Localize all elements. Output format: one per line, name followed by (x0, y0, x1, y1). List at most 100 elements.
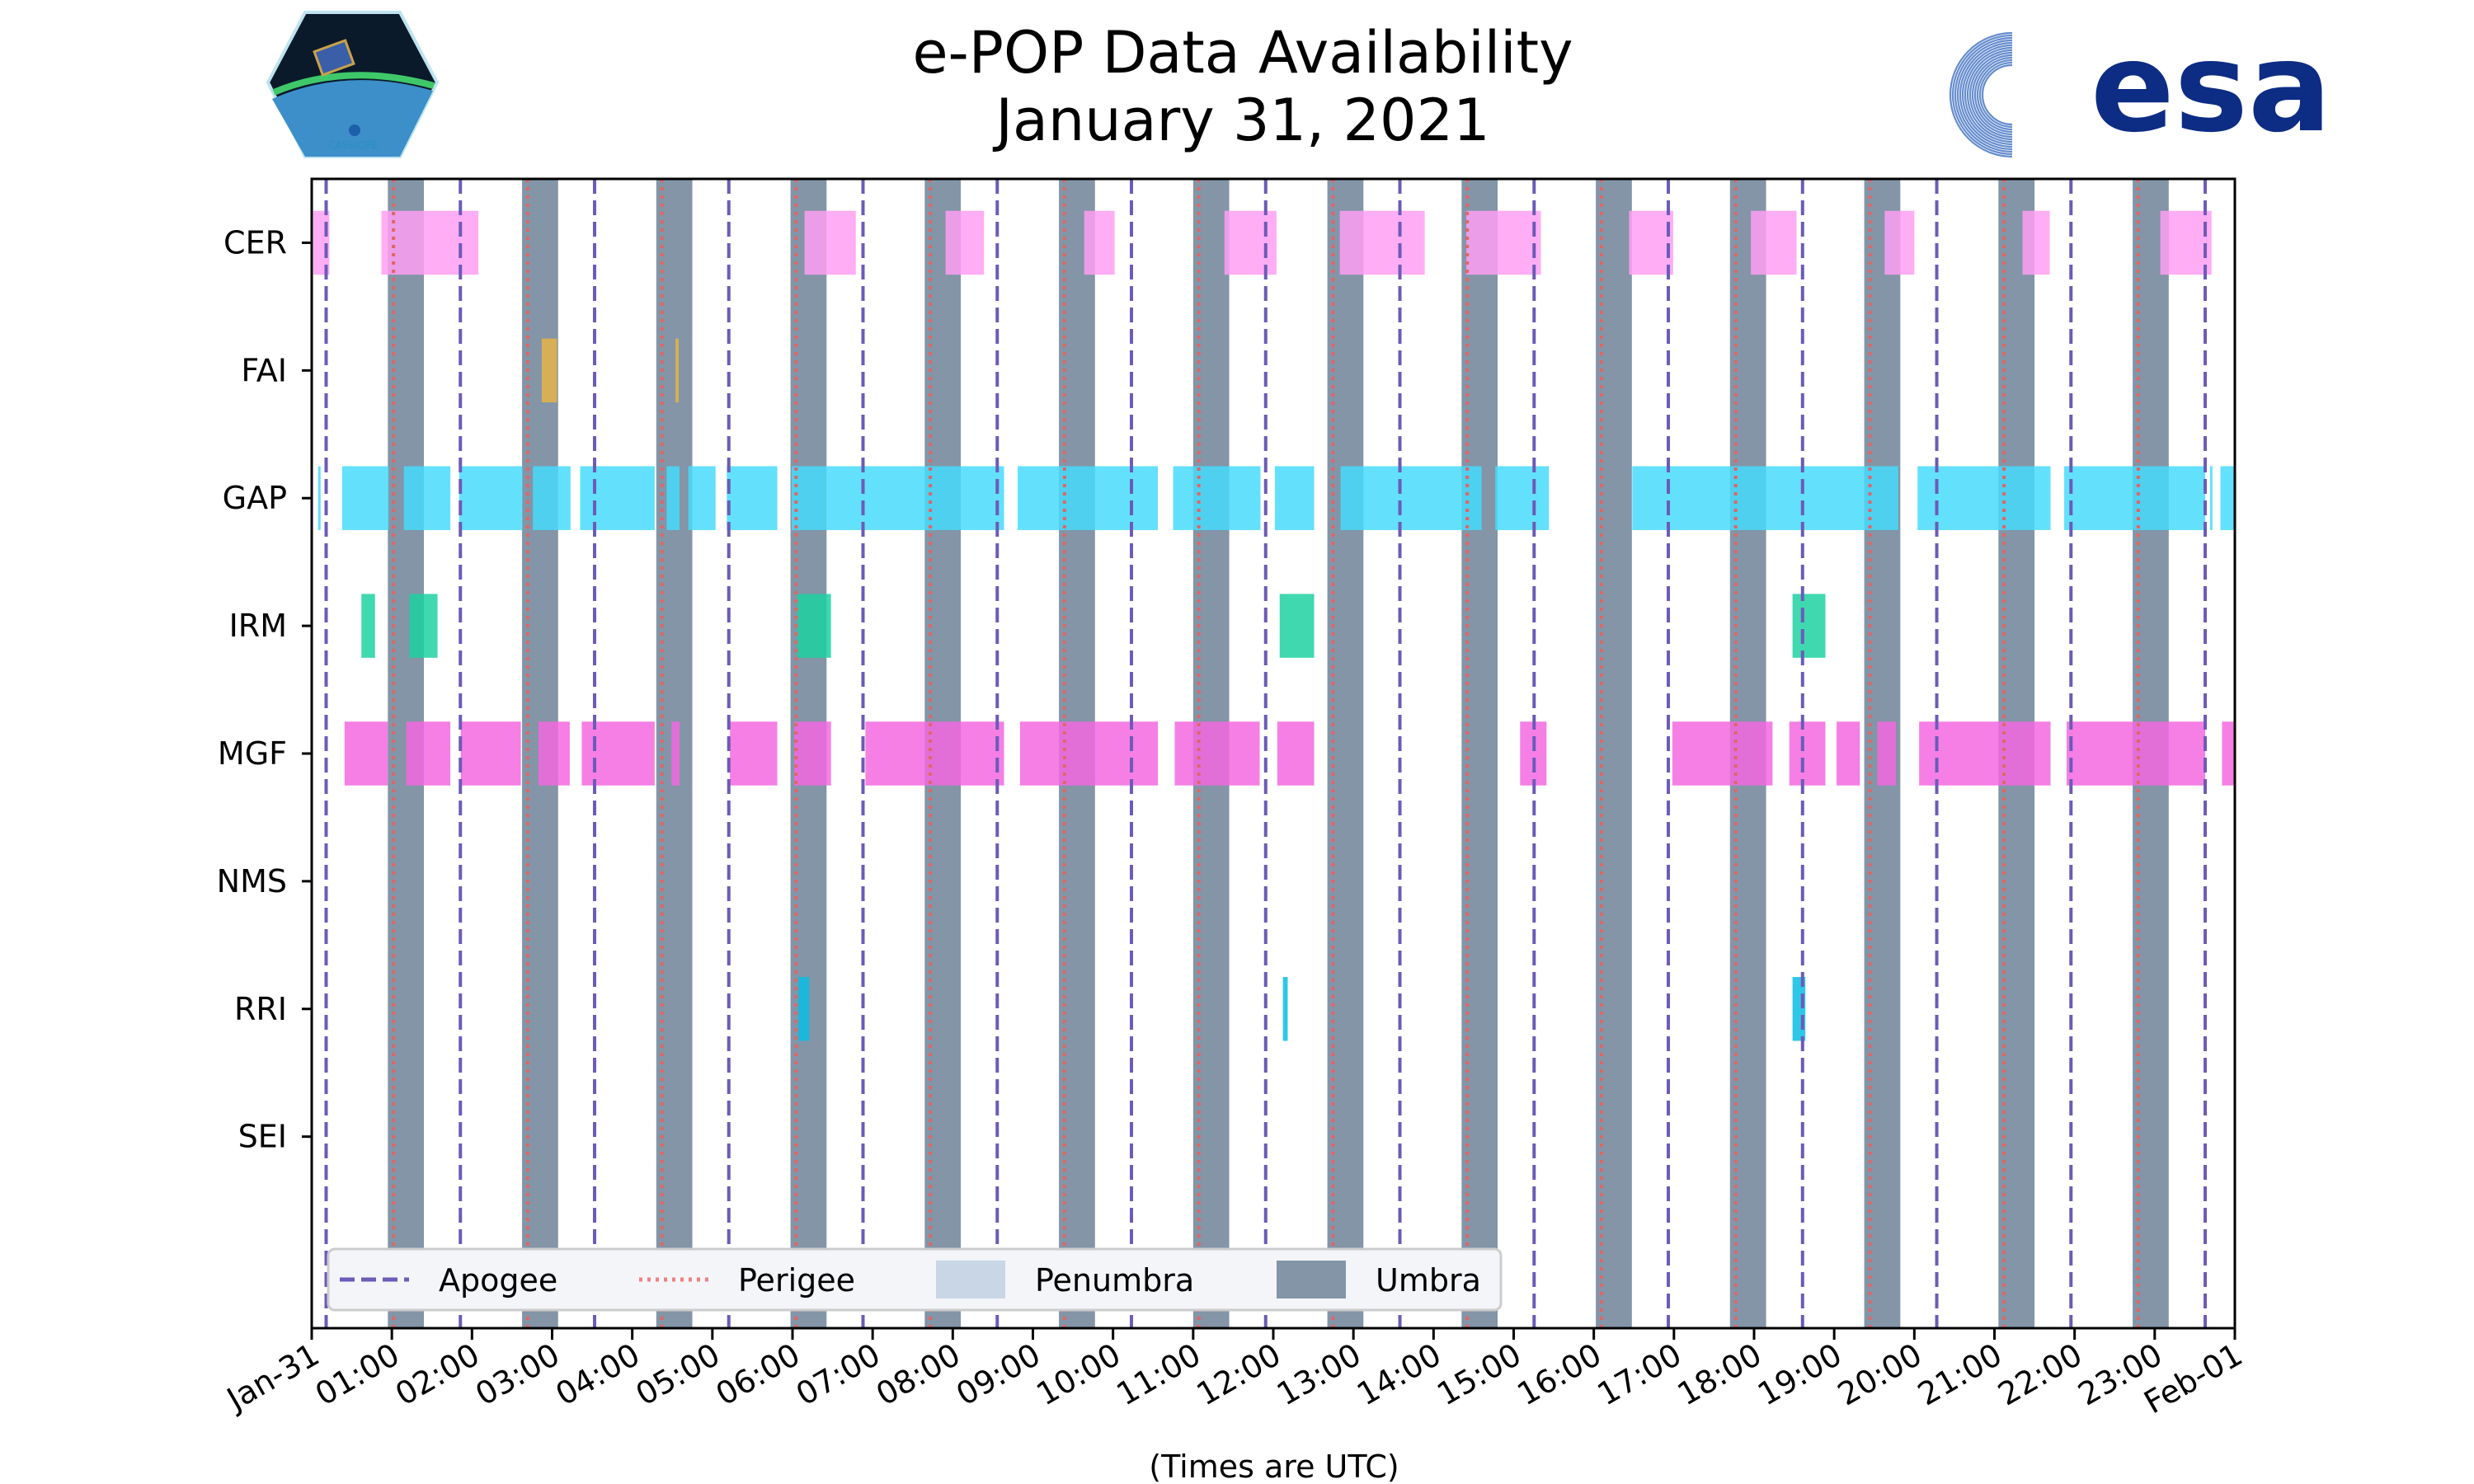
y-tick-label: SEI (238, 1119, 287, 1155)
bar-mgf (2222, 721, 2235, 786)
bar-cer (1751, 210, 1797, 275)
bar-irm (1792, 594, 1826, 658)
cassiope-logo: CASSIOPE (266, 11, 440, 158)
bar-cer (1224, 210, 1277, 275)
x-tick-label: 07:00 (790, 1336, 887, 1413)
x-axis-label: (Times are UTC) (1149, 1449, 1399, 1484)
bar-gap (341, 466, 389, 530)
bar-gap (580, 466, 655, 530)
y-tick-label: GAP (223, 480, 287, 516)
bar-cer (1466, 210, 1541, 275)
bar-mgf (581, 721, 655, 786)
cassiope-logo-text: CASSIOPE (328, 139, 378, 151)
esa-logo-arc (1951, 34, 2013, 156)
bar-mgf (1837, 721, 1860, 786)
x-tick-label: 21:00 (1912, 1336, 2008, 1413)
esa-logo-arc (1973, 56, 2013, 134)
bar-mgf (538, 721, 570, 786)
bar-gap (1018, 466, 1159, 530)
x-tick-label: Jan-31 (219, 1336, 325, 1418)
bar-gap (403, 466, 451, 530)
x-tick-label: 18:00 (1672, 1336, 1768, 1413)
y-tick-label: IRM (229, 608, 287, 644)
legend-box (327, 1247, 1503, 1312)
bar-cer (2160, 210, 2212, 275)
esa-logo-arc (1954, 36, 2013, 153)
x-tick-label: 11:00 (1110, 1336, 1206, 1413)
x-tick-label: 09:00 (950, 1336, 1047, 1413)
bar-gap (666, 466, 680, 530)
esa-logo-arc (1961, 44, 2013, 146)
bar-cer (2022, 210, 2050, 275)
y-tick-label: NMS (217, 863, 287, 899)
esa-logo-arc (1966, 49, 2013, 141)
bar-cer (1084, 210, 1115, 275)
esa-logo-arc (1971, 54, 2013, 136)
y-tick-label: RRI (234, 991, 287, 1027)
bar-irm (797, 594, 831, 658)
esa-logo-arc (1964, 46, 2013, 143)
bar-mgf (865, 721, 1004, 786)
bar-gap (1340, 466, 1482, 530)
x-tick-label: 12:00 (1191, 1336, 1287, 1413)
esa-logo-text: esa (2091, 16, 2331, 160)
bar-gap (2064, 466, 2206, 530)
chart-title: e-POP Data Availability (912, 19, 1573, 87)
bar-mgf (1789, 721, 1826, 786)
bar-rri (1282, 977, 1288, 1041)
bar-cer (804, 210, 856, 275)
bar-mgf (2066, 721, 2206, 786)
x-tick-label: 14:00 (1351, 1336, 1447, 1413)
bar-gap (727, 466, 778, 530)
x-tick-label: 15:00 (1431, 1336, 1527, 1413)
esa-logo-arc (1981, 63, 2013, 126)
bar-mgf (1277, 721, 1315, 786)
bar-rri (797, 977, 810, 1041)
bar-fai (541, 338, 557, 403)
bar-cer (1339, 210, 1425, 275)
umbra-band (1461, 179, 1498, 1328)
legend-label-penumbra: Penumbra (1035, 1262, 1194, 1298)
bar-mgf (1019, 721, 1159, 786)
bar-mgf (1520, 721, 1547, 786)
esa-logo-arc (1956, 39, 2013, 151)
bar-mgf (1877, 721, 1896, 786)
bar-irm (361, 594, 375, 658)
bar-gap (792, 466, 1004, 530)
bar-gap (1274, 466, 1315, 530)
bar-irm (409, 594, 438, 658)
x-tick-label: 17:00 (1591, 1336, 1687, 1413)
bar-mgf (1919, 721, 2051, 786)
bar-mgf (1174, 721, 1260, 786)
x-tick-label: 03:00 (469, 1336, 566, 1413)
bar-fai (675, 338, 680, 403)
bar-gap (2209, 466, 2213, 530)
x-tick-label: 06:00 (710, 1336, 807, 1413)
bar-cer (1629, 210, 1673, 275)
bar-cer (1884, 210, 1915, 275)
x-tick-label: 22:00 (1992, 1336, 2088, 1413)
x-tick-label: 02:00 (389, 1336, 486, 1413)
x-tick-label: 10:00 (1030, 1336, 1126, 1413)
bar-gap (459, 466, 523, 530)
legend-label-perigee: Perigee (738, 1262, 855, 1298)
esa-logo-arc (1949, 31, 2013, 158)
bar-gap (2220, 466, 2235, 530)
esa-logo-arc (1968, 51, 2013, 139)
x-tick-label: 20:00 (1832, 1336, 1928, 1413)
bar-irm (1279, 594, 1315, 658)
legend-label-umbra: Umbra (1376, 1262, 1481, 1298)
chart-subtitle: January 31, 2021 (992, 87, 1489, 154)
umbra-band (1327, 179, 1364, 1328)
bar-gap (1917, 466, 2051, 530)
y-tick-label: FAI (241, 352, 287, 388)
bar-gap (317, 466, 321, 530)
bar-mgf (1672, 721, 1773, 786)
bar-gap (533, 466, 571, 530)
legend: Apogee Perigee Penumbra Umbra (327, 1247, 1503, 1312)
bar-mgf (730, 721, 778, 786)
bar-cer (945, 210, 985, 275)
esa-logo-arc (1959, 41, 2013, 148)
legend-label-apogee: Apogee (439, 1262, 557, 1298)
